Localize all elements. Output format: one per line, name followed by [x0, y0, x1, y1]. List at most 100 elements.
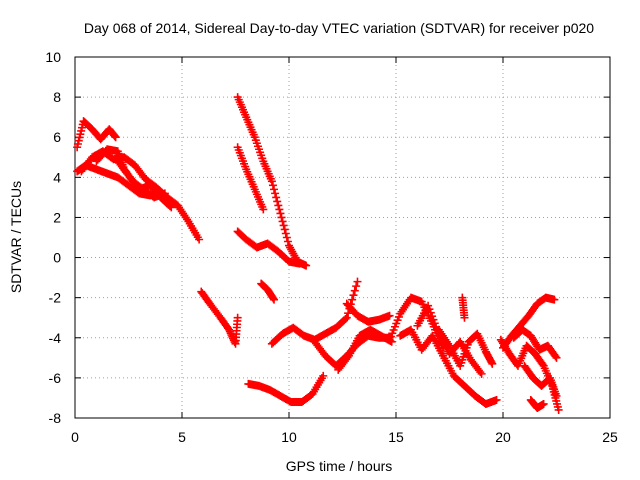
data-point — [233, 313, 242, 322]
data-point — [276, 209, 285, 218]
data-point — [350, 286, 359, 295]
y-tick-label: -6 — [49, 370, 62, 386]
series-arc-19 — [434, 325, 497, 370]
data-point — [429, 315, 438, 324]
data-points — [73, 93, 563, 414]
data-point — [342, 313, 351, 322]
data-point — [167, 203, 176, 212]
data-point — [274, 201, 283, 210]
x-tick-label: 5 — [178, 429, 186, 445]
series-arc-1 — [73, 117, 120, 152]
series-arc-23 — [509, 325, 561, 362]
data-point — [552, 353, 561, 362]
data-point — [344, 309, 353, 318]
data-point — [341, 314, 350, 323]
data-point — [259, 205, 268, 214]
data-point — [551, 352, 560, 361]
series-arc-11 — [244, 371, 328, 406]
series-arc-12 — [267, 277, 362, 348]
data-point — [476, 368, 485, 377]
data-point — [487, 358, 496, 367]
series-arc-20 — [458, 293, 469, 322]
data-point — [160, 189, 169, 198]
y-tick-label: 10 — [45, 49, 61, 65]
series-arc-7 — [233, 143, 268, 214]
series-arc-17 — [396, 325, 501, 408]
y-tick-label: 4 — [53, 169, 61, 185]
data-point — [295, 259, 304, 268]
data-point — [352, 282, 361, 291]
series-arc-21 — [499, 293, 559, 352]
data-point — [492, 395, 501, 404]
series-arc-15 — [342, 299, 394, 326]
data-point — [268, 181, 277, 190]
data-point — [349, 291, 358, 300]
data-point — [269, 294, 278, 303]
x-axis-label: GPS time / hours — [286, 458, 393, 474]
data-point — [225, 327, 234, 336]
y-tick-label: -8 — [49, 410, 62, 426]
y-tick-label: 8 — [53, 89, 61, 105]
series-arc-10 — [257, 279, 279, 304]
data-point — [426, 308, 435, 317]
series-arc-5 — [113, 157, 176, 212]
data-point — [282, 233, 291, 242]
data-point — [273, 197, 282, 206]
data-point — [539, 399, 548, 408]
data-point — [283, 237, 292, 246]
data-point — [195, 235, 204, 244]
y-tick-label: 2 — [53, 209, 61, 225]
series-arc-25 — [526, 395, 548, 412]
y-tick-label: -4 — [49, 330, 62, 346]
data-point — [272, 193, 281, 202]
series-arc-24 — [520, 361, 561, 400]
data-point — [554, 405, 563, 414]
data-point — [477, 369, 486, 378]
x-tick-label: 0 — [71, 429, 79, 445]
series-arc-8 — [233, 227, 304, 268]
data-point — [270, 185, 279, 194]
data-point — [111, 133, 120, 142]
data-point — [424, 301, 433, 310]
data-point — [302, 261, 311, 270]
data-point — [275, 205, 284, 214]
axis-ticks: 0 5 10 15 20 25 -8 -6 -4 -2 0 2 4 6 8 10 — [45, 49, 618, 445]
data-point — [430, 319, 439, 328]
data-point — [280, 225, 289, 234]
data-point — [552, 391, 561, 400]
data-point — [267, 177, 276, 186]
data-point — [460, 313, 469, 322]
chart-grid — [75, 57, 610, 418]
x-tick-label: 10 — [281, 429, 297, 445]
data-point — [225, 325, 234, 334]
y-axis-label: SDTVAR / TECUs — [8, 181, 24, 293]
x-tick-label: 20 — [495, 429, 511, 445]
data-point — [319, 371, 328, 380]
data-point — [425, 305, 434, 314]
data-point — [270, 295, 279, 304]
y-tick-label: -2 — [49, 290, 62, 306]
x-tick-label: 15 — [388, 429, 404, 445]
data-point — [110, 132, 119, 141]
series-arc-13 — [334, 325, 396, 374]
data-point — [428, 312, 437, 321]
data-point — [353, 277, 362, 286]
data-point — [271, 189, 280, 198]
data-point — [227, 331, 236, 340]
data-point — [281, 229, 290, 238]
data-point — [278, 217, 287, 226]
data-point — [385, 311, 394, 320]
x-tick-label: 25 — [602, 429, 618, 445]
data-point — [279, 221, 288, 230]
data-point — [488, 359, 497, 368]
y-tick-label: 0 — [53, 250, 61, 266]
data-point — [277, 213, 286, 222]
data-point — [348, 295, 357, 304]
series-arc-9 — [197, 287, 242, 348]
plot-frame — [74, 56, 611, 419]
data-point — [550, 295, 559, 304]
data-point — [165, 202, 174, 211]
y-tick-label: 6 — [53, 129, 61, 145]
data-point — [230, 338, 239, 347]
